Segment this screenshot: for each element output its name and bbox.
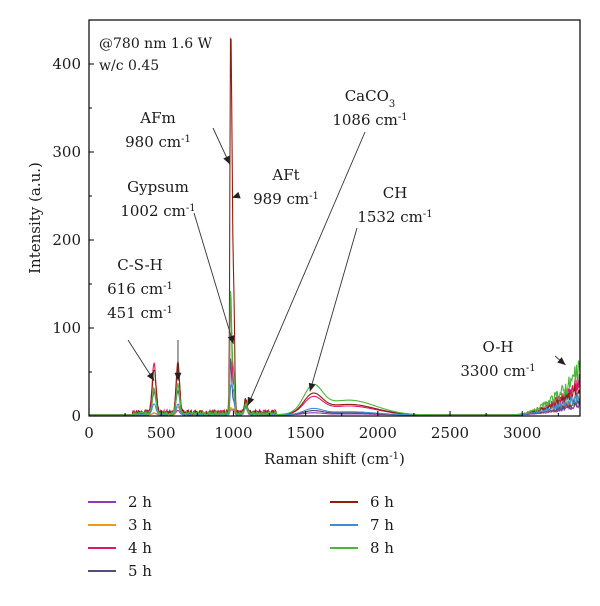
annotation-label: 1532 cm-1 [357, 208, 432, 226]
legend-label: 8 h [370, 539, 394, 557]
annotation-label: AFm [139, 109, 175, 127]
annotation-label: 1002 cm-1 [120, 202, 195, 220]
annotation-label: CH [383, 184, 408, 202]
legend-label: 5 h [128, 562, 152, 580]
y-axis-title: Intensity (a.u.) [26, 162, 44, 274]
note-text: w/c 0.45 [99, 58, 159, 74]
x-tick-label: 3000 [503, 424, 541, 442]
x-tick-label: 1500 [287, 424, 325, 442]
axes-group: 0 500 1000 1500 2000 2500 3000 0 100 200 300 400 Ram… [26, 55, 558, 468]
series-line-6h [89, 39, 580, 415]
annotation-arrowhead [557, 357, 565, 365]
annotation-label: Gypsum [127, 178, 189, 196]
y-tick-label: 0 [71, 407, 81, 425]
legend-label: 7 h [370, 516, 394, 534]
annotations-group: AFm 980 cm-1 AFt 989 cm-1 Gypsum 1002 cm-1 CaC… [107, 87, 565, 405]
x-tick-label: 500 [147, 424, 176, 442]
annotation-label: AFt [271, 166, 299, 184]
y-tick-label: 300 [52, 143, 81, 161]
annotation-label: CaCO3 [345, 87, 396, 110]
x-tick-label: 0 [84, 424, 94, 442]
annotation-label: 451 cm-1 [107, 304, 173, 322]
annotation-label: O-H [483, 338, 514, 356]
annotation-label: 1086 cm-1 [332, 111, 407, 129]
note-text: @780 nm 1.6 W [99, 36, 213, 52]
x-axis-title: Raman shift (cm-1) [264, 450, 405, 468]
spectra-group [89, 39, 580, 415]
annotation-leader [194, 213, 233, 344]
y-tick-label: 400 [52, 55, 81, 73]
x-tick-label: 2500 [431, 424, 469, 442]
annotation-label: C-S-H [117, 256, 163, 274]
y-tick-label: 200 [52, 231, 81, 249]
x-tick-label: 1000 [214, 424, 252, 442]
legend-label: 2 h [128, 493, 152, 511]
series-line-7h [89, 385, 580, 415]
annotation-label: 980 cm-1 [125, 133, 191, 151]
annotation-leader [310, 228, 357, 391]
annotation-label: 3300 cm-1 [460, 362, 535, 380]
x-tick-label: 2000 [359, 424, 397, 442]
legend-label: 4 h [128, 539, 152, 557]
annotation-leader [248, 132, 365, 405]
annotation-label: 616 cm-1 [107, 280, 173, 298]
annotation-arrowhead [174, 373, 181, 381]
annotation-arrowhead [232, 192, 241, 199]
annotation-label: 989 cm-1 [253, 190, 319, 208]
legend-label: 6 h [370, 493, 394, 511]
legend-label: 3 h [128, 516, 152, 534]
legend: 2 h 3 h 4 h 5 h 6 h 7 h 8 h [88, 493, 394, 580]
y-tick-label: 100 [52, 319, 81, 337]
notes-group: @780 nm 1.6 W w/c 0.45 [99, 36, 213, 74]
